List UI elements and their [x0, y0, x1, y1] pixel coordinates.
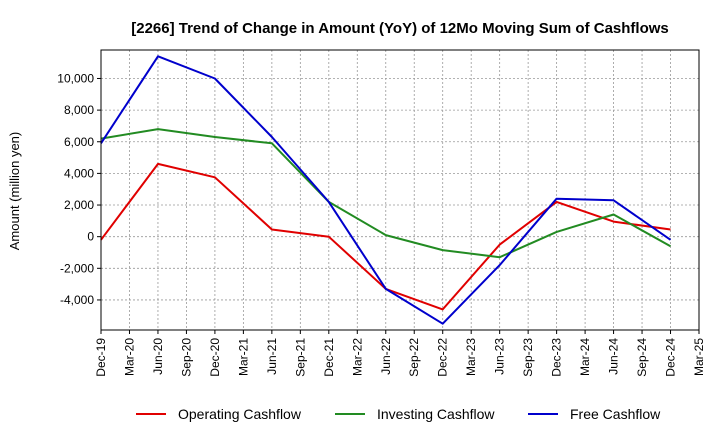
x-tick-label: Dec-20: [208, 338, 222, 377]
series-line: [100, 128, 671, 259]
x-tick-label: Mar-20: [122, 338, 136, 376]
x-tick-label: Dec-19: [94, 338, 108, 377]
y-tick-label: 8,000: [64, 103, 94, 117]
x-tick-label: Dec-23: [550, 338, 564, 377]
x-tick-label: Sep-20: [179, 338, 193, 377]
x-tick-label: Jun-23: [493, 338, 507, 375]
x-tick-label: Jun-21: [265, 338, 279, 375]
x-tick-label: Mar-25: [692, 338, 706, 376]
x-tick-label: Sep-23: [521, 338, 535, 377]
x-tick-label: Jun-20: [151, 338, 165, 375]
legend-label: Operating Cashflow: [178, 406, 302, 422]
chart-title: [2266] Trend of Change in Amount (YoY) o…: [131, 20, 669, 37]
y-tick-label: 2,000: [64, 198, 94, 212]
series-lines: [100, 55, 672, 325]
x-tick-label: Sep-24: [635, 338, 649, 377]
x-tick-label: Jun-22: [379, 338, 393, 375]
y-tick-label: -4,000: [60, 293, 94, 307]
grid-lines: [100, 50, 700, 330]
x-tick-label: Dec-24: [664, 338, 678, 377]
x-tick-label: Mar-22: [350, 338, 364, 376]
x-tick-label: Dec-22: [436, 338, 450, 377]
x-tick-label: Mar-21: [236, 338, 250, 376]
y-tick-label: 10,000: [57, 71, 94, 85]
x-tick-label: Mar-24: [578, 338, 592, 376]
y-axis-label: Amount (million yen): [7, 132, 22, 251]
legend: Operating Cashflow Investing Cashflow Free…: [136, 406, 661, 422]
legend-label: Investing Cashflow: [377, 406, 495, 422]
axis-ticks: Dec-19 Mar-20 Jun-20 Sep-20 Dec-20 Mar-21 Jun-…: [57, 71, 706, 376]
plot-area-frame: [100, 49, 700, 331]
x-tick-label: Sep-22: [407, 338, 421, 377]
legend-label: Free Cashflow: [570, 406, 661, 422]
x-tick-label: Jun-24: [607, 338, 621, 375]
y-tick-label: 6,000: [64, 135, 94, 149]
series-line: [100, 55, 672, 325]
x-tick-label: Mar-23: [464, 338, 478, 376]
y-tick-label: -2,000: [60, 261, 94, 275]
x-tick-label: Sep-21: [293, 338, 307, 377]
x-tick-label: Dec-21: [322, 338, 336, 377]
y-tick-label: 4,000: [64, 166, 94, 180]
y-tick-label: 0: [87, 230, 94, 244]
